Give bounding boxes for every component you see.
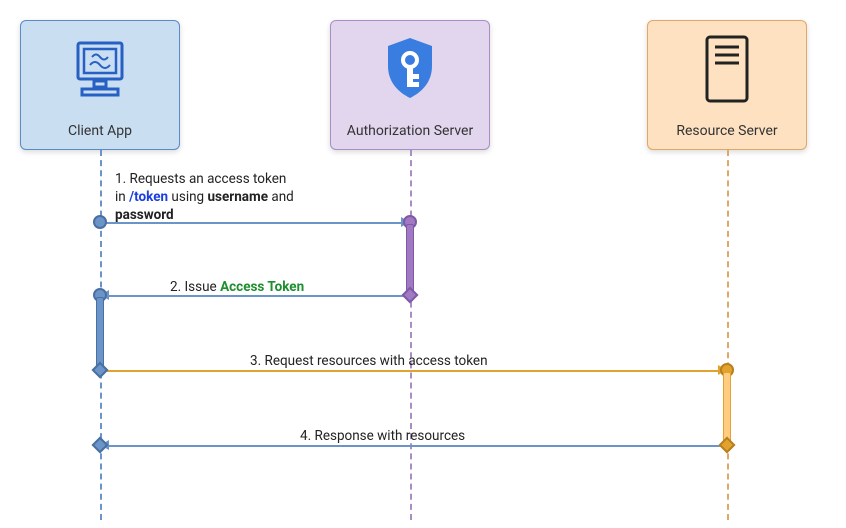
msg2-arrow bbox=[100, 295, 410, 297]
sequence-diagram: Client App Authorization Server Resource… bbox=[0, 0, 846, 528]
computer-icon bbox=[68, 21, 132, 117]
msg1-line2-pre: in bbox=[115, 189, 129, 205]
msg1-line1: 1. Requests an access token bbox=[115, 171, 286, 187]
msg2-prefix: 2. Issue bbox=[170, 279, 220, 295]
msg2-label: 2. Issue Access Token bbox=[170, 278, 304, 296]
lifeline-resource bbox=[727, 150, 729, 520]
msg4-from-marker bbox=[719, 437, 736, 454]
actor-client-label: Client App bbox=[68, 123, 132, 139]
activation-client bbox=[96, 297, 104, 367]
actor-resource-label: Resource Server bbox=[676, 123, 777, 139]
activation-resource bbox=[723, 372, 731, 442]
msg1-line2-post: and bbox=[268, 189, 294, 205]
msg3-label: 3. Request resources with access token bbox=[250, 352, 488, 370]
msg3-arrow bbox=[100, 370, 727, 372]
activation-auth bbox=[406, 224, 414, 294]
actor-auth-label: Authorization Server bbox=[347, 123, 473, 139]
msg4-arrow bbox=[100, 445, 727, 447]
shield-key-icon bbox=[380, 21, 440, 117]
msg1-token: /token bbox=[129, 189, 168, 205]
msg2-accesstoken: Access Token bbox=[220, 279, 304, 295]
msg1-label: 1. Requests an access token in /token us… bbox=[115, 170, 294, 225]
msg1-line2-mid: using bbox=[168, 189, 207, 205]
msg2-from-marker bbox=[402, 287, 419, 304]
server-icon bbox=[701, 21, 753, 117]
actor-auth-box: Authorization Server bbox=[330, 20, 490, 150]
msg4-label: 4. Response with resources bbox=[300, 427, 465, 445]
msg1-arrow bbox=[100, 222, 410, 224]
msg1-username: username bbox=[208, 189, 269, 205]
actor-client-box: Client App bbox=[20, 20, 180, 150]
actor-resource-box: Resource Server bbox=[647, 20, 807, 150]
msg3-from-marker bbox=[92, 362, 109, 379]
msg1-from-marker bbox=[93, 215, 107, 229]
lifeline-auth bbox=[410, 150, 412, 520]
